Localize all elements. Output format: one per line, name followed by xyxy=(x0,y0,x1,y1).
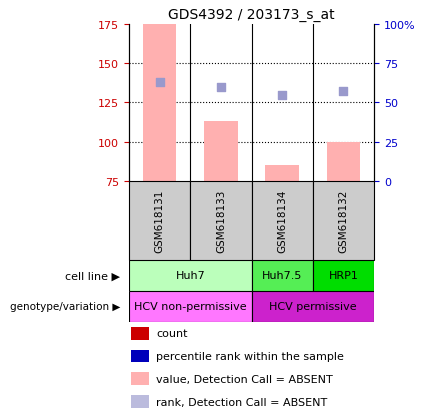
Text: GSM618133: GSM618133 xyxy=(216,189,226,253)
Point xyxy=(279,92,286,99)
Text: rank, Detection Call = ABSENT: rank, Detection Call = ABSENT xyxy=(156,396,327,407)
Bar xyxy=(327,142,360,182)
Text: HCV permissive: HCV permissive xyxy=(269,301,356,312)
Bar xyxy=(252,291,374,322)
Bar xyxy=(313,260,374,291)
Bar xyxy=(129,291,252,322)
Text: count: count xyxy=(156,328,187,339)
Point xyxy=(218,84,224,91)
Bar xyxy=(132,327,149,340)
Text: genotype/variation ▶: genotype/variation ▶ xyxy=(10,301,120,312)
Title: GDS4392 / 203173_s_at: GDS4392 / 203173_s_at xyxy=(168,8,335,22)
Text: HCV non-permissive: HCV non-permissive xyxy=(134,301,246,312)
Bar xyxy=(313,182,374,260)
Text: Huh7.5: Huh7.5 xyxy=(262,271,302,281)
Text: GSM618131: GSM618131 xyxy=(155,189,165,253)
Text: cell line ▶: cell line ▶ xyxy=(65,271,120,281)
Text: GSM618134: GSM618134 xyxy=(277,189,287,253)
Bar xyxy=(129,182,190,260)
Bar xyxy=(252,182,313,260)
Text: GSM618132: GSM618132 xyxy=(338,189,348,253)
Bar xyxy=(252,260,313,291)
Bar xyxy=(143,25,176,182)
Bar xyxy=(265,166,299,182)
Bar xyxy=(132,350,149,363)
Bar xyxy=(132,395,149,408)
Bar xyxy=(129,260,252,291)
Point xyxy=(156,80,163,86)
Bar xyxy=(132,373,149,385)
Text: percentile rank within the sample: percentile rank within the sample xyxy=(156,351,344,361)
Text: Huh7: Huh7 xyxy=(175,271,205,281)
Text: HRP1: HRP1 xyxy=(329,271,358,281)
Text: value, Detection Call = ABSENT: value, Detection Call = ABSENT xyxy=(156,374,333,384)
Point xyxy=(340,89,347,95)
Bar xyxy=(190,182,252,260)
Bar xyxy=(204,122,238,182)
